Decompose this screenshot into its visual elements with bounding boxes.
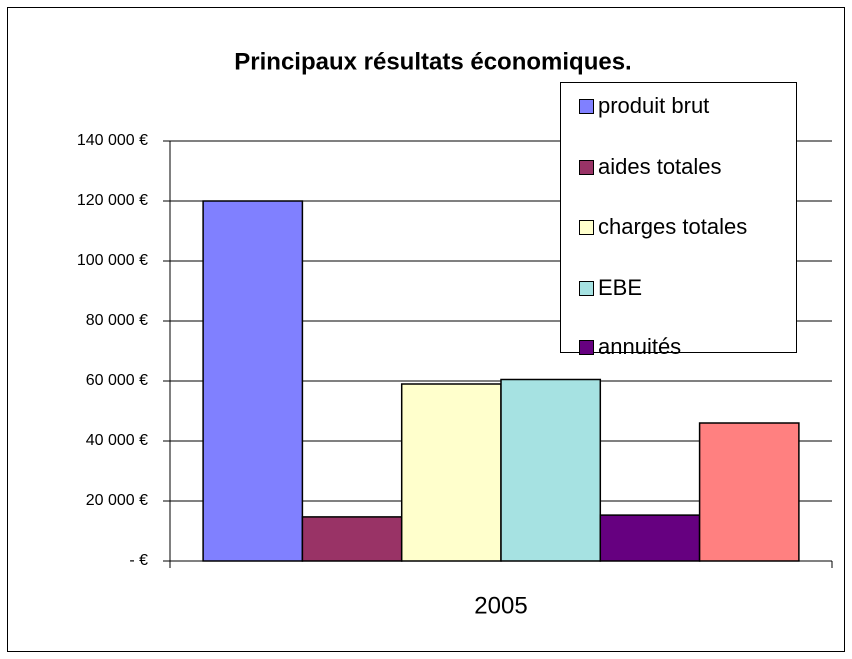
- x-tick-label: 2005: [474, 592, 527, 619]
- legend-swatch: [579, 99, 594, 114]
- legend-entry: produit brut: [579, 90, 794, 122]
- y-tick-label: 140 000 €: [77, 132, 148, 149]
- bar: [301, 516, 403, 562]
- legend-swatch: [579, 281, 594, 296]
- legend-entry: annuités: [579, 331, 794, 363]
- legend-swatch: [579, 220, 594, 235]
- legend-label: aides totales: [598, 154, 722, 179]
- y-tick-label: 80 000 €: [86, 312, 148, 329]
- legend-entry: EBE: [579, 272, 794, 304]
- y-tick-label: 60 000 €: [86, 372, 148, 389]
- legend-swatch: [579, 160, 594, 175]
- bar: [698, 422, 800, 562]
- legend-label: produit brut: [598, 93, 710, 118]
- chart-title: Principaux résultats économiques.: [234, 48, 631, 75]
- legend-entry: aides totales: [579, 151, 794, 183]
- legend: produit brut aides totales charges totales…: [560, 82, 797, 359]
- y-tick-label: 20 000 €: [86, 492, 148, 509]
- legend-label: EBE: [598, 275, 643, 300]
- y-tick-label: - €: [129, 552, 148, 569]
- bar: [202, 200, 304, 562]
- legend-label: annuités: [598, 334, 682, 359]
- bar: [500, 378, 602, 562]
- legend-swatch: [579, 340, 594, 355]
- bar: [599, 514, 701, 562]
- bar: [400, 383, 502, 562]
- y-tick-label: 40 000 €: [86, 432, 148, 449]
- y-tick-label: 100 000 €: [77, 252, 148, 269]
- y-tick-label: 120 000 €: [77, 192, 148, 209]
- legend-entry: charges totales: [579, 211, 794, 243]
- legend-label: charges totales: [598, 214, 748, 239]
